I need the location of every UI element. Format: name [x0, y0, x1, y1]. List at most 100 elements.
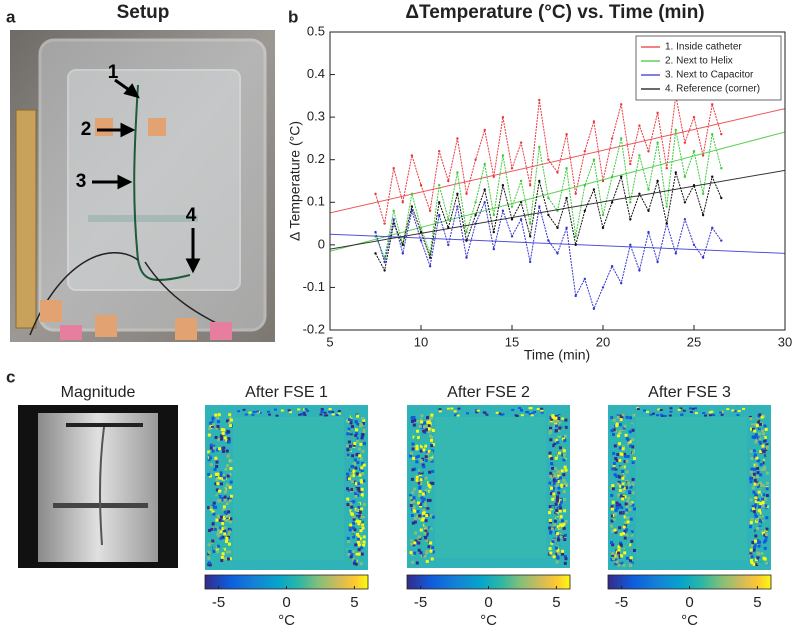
map-noise: [355, 516, 359, 520]
map-noise: [610, 558, 614, 562]
data-point: [529, 184, 532, 187]
data-point: [629, 243, 632, 247]
data-point: [438, 184, 441, 187]
map-noise: [759, 460, 763, 464]
map-noise: [223, 495, 227, 499]
map-noise: [555, 517, 559, 521]
map-noise: [352, 515, 356, 519]
map-noise: [749, 449, 753, 453]
map-noise: [221, 520, 225, 524]
map-noise: [760, 515, 764, 519]
map-noise: [217, 438, 221, 442]
map-noise: [528, 407, 532, 410]
map-noise: [212, 546, 216, 550]
map-noise: [754, 464, 758, 468]
map-noise: [350, 487, 354, 491]
map-noise: [358, 454, 362, 458]
data-point: [501, 184, 505, 187]
data-point: [410, 205, 414, 208]
map-noise: [763, 557, 767, 561]
colorbar-label: °C: [278, 612, 295, 629]
map-noise: [421, 492, 425, 496]
map-noise: [221, 524, 225, 528]
map-noise: [765, 435, 769, 439]
map-noise: [220, 437, 224, 441]
map-noise: [413, 520, 417, 524]
map-noise: [711, 413, 715, 416]
map-noise: [619, 414, 623, 418]
map-noise: [612, 463, 616, 467]
map-noise: [495, 411, 499, 414]
map-noise: [425, 514, 429, 518]
map-noise: [622, 545, 626, 549]
map-noise: [552, 472, 556, 476]
map-noise: [221, 552, 225, 556]
map-noise: [212, 534, 216, 538]
data-point: [501, 209, 505, 212]
data-point: [510, 218, 514, 221]
map-noise: [540, 411, 544, 414]
map-noise: [320, 411, 324, 414]
map-noise: [755, 558, 759, 562]
map-noise: [756, 421, 760, 425]
map-noise: [552, 438, 556, 442]
map-noise: [632, 548, 636, 552]
map-noise: [227, 514, 231, 518]
data-point: [701, 213, 705, 217]
map-noise: [422, 497, 426, 501]
map-noise: [221, 521, 225, 525]
map-noise: [610, 416, 614, 420]
map-noise: [362, 546, 366, 550]
data-point: [692, 150, 696, 153]
map-noise: [680, 413, 684, 416]
map-noise: [430, 444, 434, 448]
map-noise: [560, 519, 564, 523]
map-noise: [749, 476, 753, 480]
map-noise: [763, 546, 767, 550]
map-noise: [347, 427, 351, 431]
map-noise: [562, 490, 566, 494]
data-point: [638, 124, 641, 127]
map-noise: [762, 414, 766, 418]
map-noise: [349, 418, 353, 422]
data-point: [529, 222, 532, 225]
map-noise: [357, 522, 361, 526]
map-noise: [556, 532, 560, 536]
map-noise: [357, 548, 361, 552]
map-noise: [361, 481, 365, 485]
legend-label: 2. Next to Helix: [665, 56, 733, 67]
map-noise: [485, 413, 489, 416]
map-noise: [550, 541, 554, 545]
data-point: [610, 137, 614, 140]
map-noise: [562, 449, 566, 453]
map-noise: [225, 512, 229, 516]
map-noise: [558, 545, 562, 549]
colorbar-label: °C: [480, 612, 497, 629]
map-noise: [347, 419, 351, 423]
data-point: [447, 179, 450, 183]
map-noise: [411, 476, 415, 480]
map-noise: [421, 457, 425, 461]
map-noise: [419, 478, 423, 482]
map-noise: [556, 479, 560, 483]
map-noise: [427, 459, 431, 463]
map-noise: [419, 528, 423, 532]
map-noise: [561, 416, 565, 420]
map-noise: [754, 503, 758, 507]
map-noise: [617, 551, 621, 555]
map-noise: [618, 559, 622, 563]
map-noise: [252, 411, 256, 414]
legend-label: 4. Reference (corner): [665, 84, 760, 95]
map-noise: [753, 455, 757, 459]
map-noise: [362, 540, 366, 544]
map-noise: [520, 414, 524, 417]
map-noise: [287, 409, 291, 412]
data-point: [638, 192, 641, 195]
map-noise: [550, 457, 554, 461]
map-noise: [709, 414, 713, 417]
map-noise: [417, 494, 421, 498]
map-noise: [415, 440, 419, 444]
map-noise: [749, 525, 753, 529]
map-noise: [422, 508, 426, 512]
map-noise: [737, 410, 741, 413]
